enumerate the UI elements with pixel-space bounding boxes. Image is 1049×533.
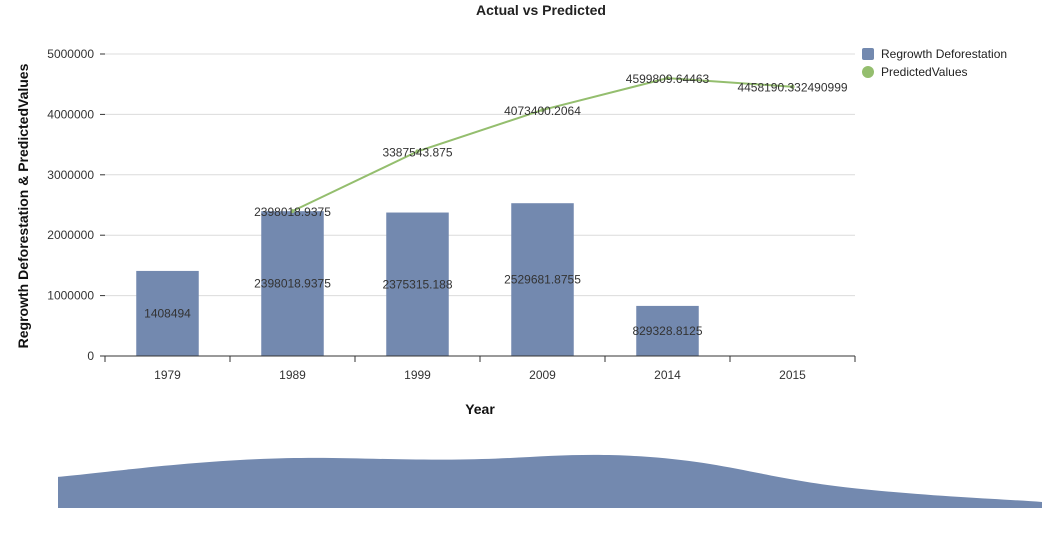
- line-data-label: 4599809.64463: [626, 72, 710, 86]
- navigator[interactable]: [58, 454, 1042, 508]
- y-tick-label: 5000000: [47, 47, 94, 61]
- bar-series: [136, 203, 699, 356]
- line-point[interactable]: [665, 76, 670, 81]
- x-tick-label: 2015: [779, 368, 806, 382]
- bar-data-label: 2398018.9375: [254, 277, 331, 291]
- x-tick-label: 2014: [654, 368, 681, 382]
- bar-data-label: 2375315.188: [382, 277, 452, 291]
- y-axis-title: Regrowth Deforestation & PredictedValues: [15, 63, 31, 348]
- line-point[interactable]: [415, 149, 420, 154]
- chart-title: Actual vs Predicted: [476, 2, 606, 18]
- line-series: [290, 76, 795, 214]
- legend-swatch: [862, 66, 874, 78]
- line-data-label: 4458190.332490999: [737, 81, 847, 95]
- legend: Regrowth Deforestation PredictedValues: [862, 47, 1007, 79]
- x-tick-label: 1999: [404, 368, 431, 382]
- line-point[interactable]: [790, 84, 795, 89]
- x-axis-title: Year: [465, 401, 495, 417]
- legend-item[interactable]: PredictedValues: [862, 65, 968, 79]
- bar[interactable]: [636, 305, 699, 356]
- y-tick-label: 4000000: [47, 107, 94, 121]
- x-tick-label: 2009: [529, 368, 556, 382]
- predicted-line: [292, 77, 793, 213]
- x-tick-label: 1989: [279, 368, 306, 382]
- x-tick-label: 1979: [154, 368, 181, 382]
- bar[interactable]: [511, 203, 574, 356]
- line-point[interactable]: [540, 107, 545, 112]
- axes: 0 1000000 2000000 3000000 4000000 5000000 1979…: [47, 47, 856, 382]
- line-data-label: 2398018.9375: [254, 205, 331, 219]
- line-data-label: 3387543.875: [382, 145, 452, 159]
- bar-data-label: 829328.8125: [632, 324, 702, 338]
- bar[interactable]: [261, 211, 324, 356]
- gridlines: [105, 53, 855, 297]
- legend-swatch: [862, 48, 874, 60]
- y-tick-label: 2000000: [47, 228, 94, 242]
- legend-label: Regrowth Deforestation: [881, 47, 1007, 61]
- navigator-area[interactable]: [58, 454, 1042, 508]
- y-tick-label: 3000000: [47, 168, 94, 182]
- legend-item[interactable]: Regrowth Deforestation: [862, 47, 1007, 61]
- line-data-label: 4073400.2064: [504, 104, 581, 118]
- bar[interactable]: [136, 270, 199, 356]
- legend-label: PredictedValues: [881, 65, 968, 79]
- line-point[interactable]: [290, 209, 295, 214]
- bar-data-label: 1408494: [144, 306, 191, 320]
- y-tick-label: 1000000: [47, 289, 94, 303]
- bar-data-label: 2529681.8755: [504, 273, 581, 287]
- data-labels: 1408494 2398018.9375 2375315.188 2529681.87…: [144, 72, 848, 338]
- y-tick-label: 0: [87, 349, 94, 363]
- bar[interactable]: [386, 212, 449, 356]
